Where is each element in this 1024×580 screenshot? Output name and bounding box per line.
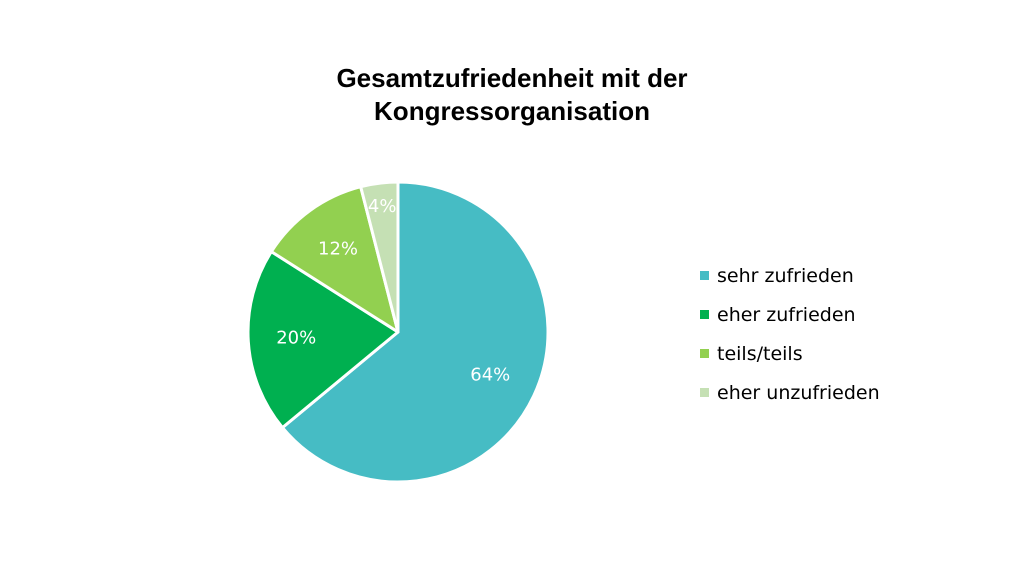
legend: sehr zufrieden eher zufrieden teils/teil… <box>700 256 880 412</box>
slice-label-eher-zufrieden: 20% <box>276 327 316 348</box>
legend-item-teils-teils: teils/teils <box>700 334 880 373</box>
legend-label: eher unzufrieden <box>717 381 880 404</box>
chart-title-line-1: Gesamtzufriedenheit mit der <box>336 63 688 93</box>
pie-slice-eher-unzufrieden <box>359 180 400 334</box>
legend-item-sehr-zufrieden: sehr zufrieden <box>700 256 880 295</box>
chart-title-line-2: Kongressorganisation <box>374 96 650 126</box>
chart-title: Gesamtzufriedenheit mit der Kongressorga… <box>212 62 812 128</box>
legend-label: eher zufrieden <box>717 303 856 326</box>
legend-swatch <box>700 349 709 358</box>
legend-label: teils/teils <box>717 342 803 365</box>
legend-item-eher-unzufrieden: eher unzufrieden <box>700 373 880 412</box>
legend-swatch <box>700 388 709 397</box>
pie-slice-eher-zufrieden <box>246 250 400 430</box>
legend-label: sehr zufrieden <box>717 264 854 287</box>
slice-label-eher-unzufrieden: 4% <box>368 196 397 217</box>
legend-item-eher-zufrieden: eher zufrieden <box>700 295 880 334</box>
legend-swatch <box>700 310 709 319</box>
legend-swatch <box>700 271 709 280</box>
slice-label-sehr-zufrieden: 64% <box>470 364 510 385</box>
slice-label-teils-teils: 12% <box>318 238 358 259</box>
pie-slice-teils-teils <box>269 185 400 334</box>
pie-slice-sehr-zufrieden <box>280 180 550 484</box>
